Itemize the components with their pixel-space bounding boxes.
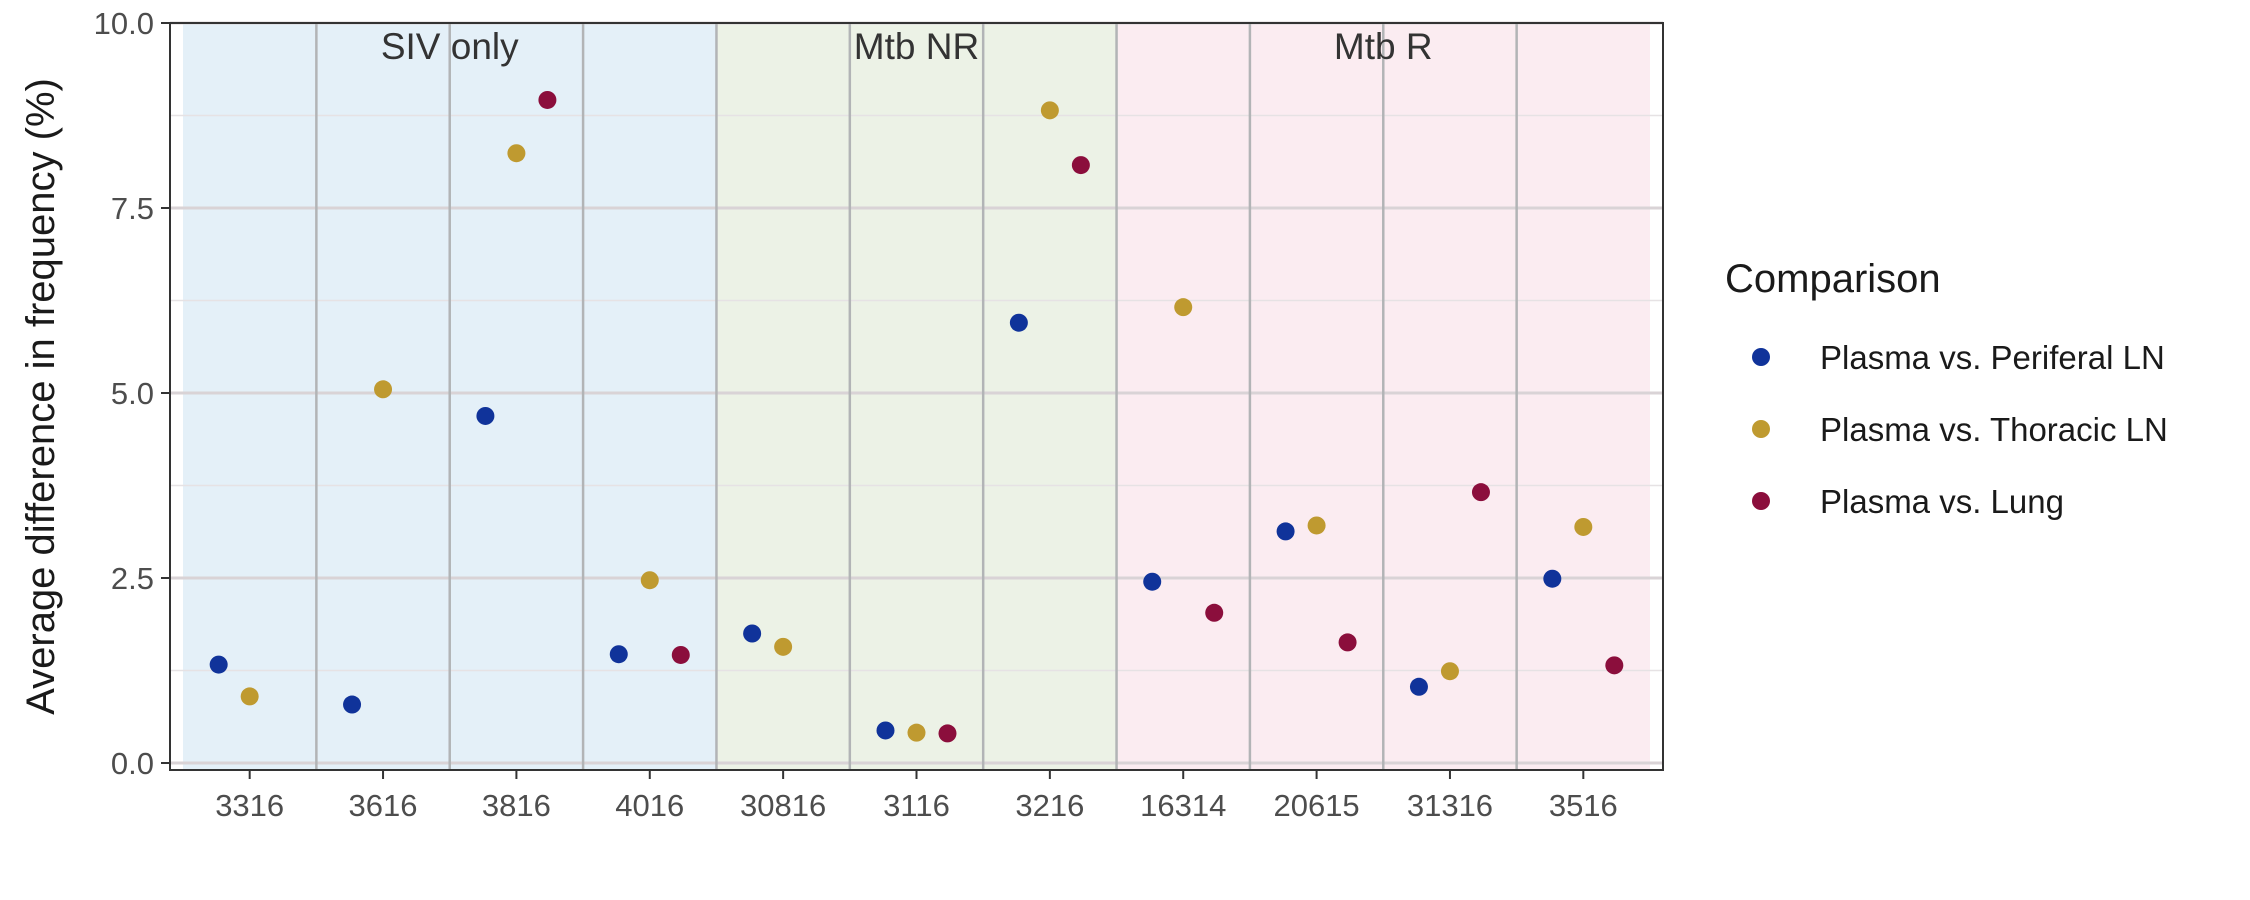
group-labels: SIV only Mtb NR Mtb R — [381, 26, 1433, 67]
data-point — [1276, 522, 1295, 541]
legend-title: Comparison — [1725, 257, 1941, 301]
data-point — [1605, 656, 1624, 675]
vertical-gridlines — [315, 23, 1518, 770]
x-tick-label: 3316 — [215, 788, 284, 823]
data-points — [209, 90, 1624, 743]
data-point — [1543, 569, 1562, 588]
legend-key — [1752, 348, 1770, 366]
data-point — [343, 695, 362, 714]
x-tick-label: 3116 — [883, 788, 950, 823]
y-tick-label: 5.0 — [111, 376, 154, 411]
legend-key — [1752, 492, 1770, 510]
group-bands — [183, 23, 1650, 770]
data-point — [209, 655, 228, 674]
data-point — [743, 624, 762, 643]
data-point — [1009, 313, 1028, 332]
legend-key — [1752, 420, 1770, 438]
data-point — [938, 724, 957, 743]
data-point — [538, 90, 557, 109]
y-tick-label: 0.0 — [111, 746, 154, 781]
group-label: SIV only — [381, 26, 519, 67]
legend-label: Plasma vs. Periferal LN — [1820, 339, 2165, 376]
data-point — [1440, 662, 1459, 681]
x-tick-label: 3516 — [1549, 788, 1618, 823]
data-point — [1338, 633, 1357, 652]
data-point — [876, 721, 895, 740]
data-point — [1143, 572, 1162, 591]
data-point — [240, 687, 259, 706]
x-tick-label: 3616 — [349, 788, 418, 823]
data-point — [374, 380, 393, 399]
legend-label: Plasma vs. Thoracic LN — [1820, 411, 2168, 448]
data-point — [1205, 603, 1224, 622]
data-point — [907, 723, 926, 742]
x-tick-label: 31316 — [1407, 788, 1493, 823]
data-point — [671, 645, 690, 664]
x-tick-label: 20615 — [1273, 788, 1359, 823]
group-label: Mtb R — [1334, 26, 1433, 67]
y-tick-label: 2.5 — [111, 561, 154, 596]
data-point — [1307, 516, 1326, 535]
group-label: Mtb NR — [854, 26, 979, 67]
data-point — [1040, 101, 1059, 120]
group-band — [716, 23, 1117, 770]
data-point — [1071, 156, 1090, 175]
data-point — [1409, 677, 1428, 696]
data-point — [1574, 517, 1593, 536]
y-axis-title: Average difference in frequency (%) — [19, 78, 63, 715]
x-tick-label: 30816 — [740, 788, 826, 823]
x-tick-label: 4016 — [615, 788, 684, 823]
data-point — [609, 645, 628, 664]
x-axis: 3316 3616 3816 4016 30816 3116 3216 16314 20615 3… — [215, 770, 1618, 823]
y-tick-label: 7.5 — [111, 191, 154, 226]
data-point — [774, 637, 793, 656]
data-point — [476, 406, 495, 425]
data-point — [1471, 483, 1490, 502]
x-tick-label: 3216 — [1015, 788, 1084, 823]
legend: Comparison Plasma vs. Periferal LN Plasma… — [1725, 257, 2168, 520]
y-axis: 0.0 2.5 5.0 7.5 10.0 — [94, 6, 170, 781]
y-tick-label: 10.0 — [94, 6, 154, 41]
data-point — [1174, 298, 1193, 317]
x-tick-label: 16314 — [1140, 788, 1226, 823]
legend-label: Plasma vs. Lung — [1820, 483, 2064, 520]
data-point — [640, 571, 659, 590]
data-point — [507, 144, 526, 163]
x-tick-label: 3816 — [482, 788, 551, 823]
